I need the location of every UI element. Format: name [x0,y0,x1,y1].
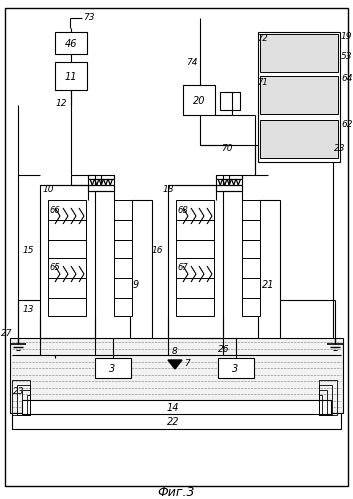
Text: 74: 74 [186,57,197,66]
Text: 8: 8 [172,347,178,356]
Bar [12,413,341,429]
Bar [319,390,327,415]
Text: 12: 12 [56,98,67,107]
Bar [114,298,132,316]
Bar [176,240,214,258]
Bar [95,358,131,378]
Text: 3: 3 [109,364,115,374]
Bar [40,185,95,345]
Text: 26: 26 [218,345,229,354]
Text: 73: 73 [83,12,95,21]
Bar [48,298,86,316]
Bar [218,358,254,378]
Text: 68: 68 [177,206,188,215]
Text: Фиг.3: Фиг.3 [157,486,195,499]
Bar [319,385,332,415]
Bar [176,298,214,316]
Bar [130,200,152,345]
Text: 53: 53 [341,51,353,60]
Text: 10: 10 [43,185,54,194]
Bar [114,258,132,298]
Text: 7: 7 [184,359,190,368]
Text: 21: 21 [262,280,275,290]
Text: 62: 62 [341,119,353,129]
Text: 64: 64 [341,73,353,82]
Polygon shape [168,360,182,369]
Text: 20: 20 [193,96,205,106]
Text: 23: 23 [13,388,24,397]
Text: 3: 3 [232,364,238,374]
Bar [10,338,343,413]
Text: 16: 16 [152,246,163,254]
Bar [216,175,242,191]
Text: 70: 70 [221,144,233,153]
Bar [260,120,338,158]
Bar [48,258,86,298]
Text: 11: 11 [65,72,77,82]
Bar [48,200,86,240]
Bar [242,200,260,240]
Bar [88,175,114,191]
Text: 15: 15 [23,246,35,254]
Bar [27,395,30,415]
Bar [183,85,215,115]
Bar [48,240,86,258]
Bar [17,385,30,415]
Bar [176,200,214,240]
Text: 23: 23 [334,144,346,153]
Bar [220,92,240,110]
Bar [319,380,337,415]
Bar [242,298,260,316]
Bar [176,258,214,298]
Bar [260,34,338,72]
Text: 67: 67 [177,263,188,272]
Text: 19: 19 [341,31,353,40]
Bar [22,390,30,415]
Bar [22,400,331,414]
Bar [258,32,340,162]
Bar [319,395,322,415]
Bar [12,380,30,415]
Bar [55,62,87,90]
Bar [168,185,223,345]
Bar [55,32,87,54]
Text: 66: 66 [49,206,60,215]
Text: 27: 27 [0,329,12,338]
Text: 14: 14 [167,403,179,413]
Bar [114,200,132,240]
Text: 46: 46 [65,39,77,49]
Text: 72: 72 [257,33,268,42]
Text: 65: 65 [49,263,60,272]
Bar [242,240,260,258]
Text: 18: 18 [163,185,174,194]
Bar [258,200,280,345]
Text: 13: 13 [23,305,35,314]
Text: 71: 71 [257,77,268,86]
Bar [242,258,260,298]
Bar [114,240,132,258]
Text: 22: 22 [167,417,179,427]
Bar [260,76,338,114]
Text: 9: 9 [133,280,139,290]
